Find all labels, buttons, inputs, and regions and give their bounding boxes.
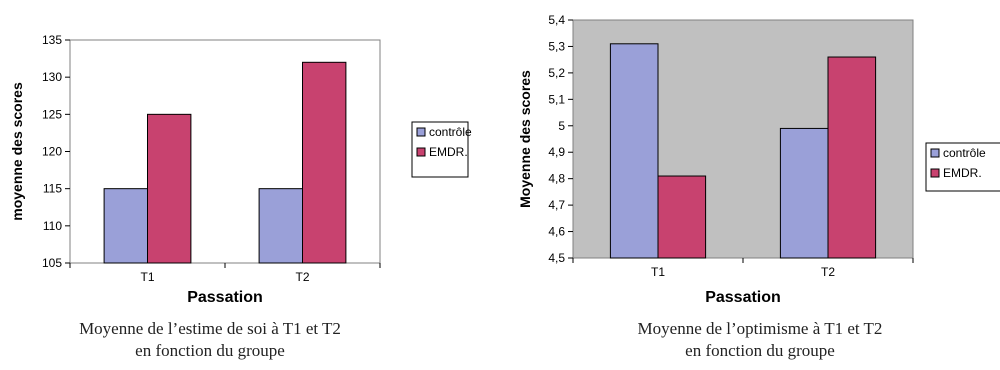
legend-label-controle: contrôle [943, 146, 986, 160]
caption-line-2: en fonction du groupe [685, 341, 835, 360]
x-tick-label: T1 [140, 270, 154, 284]
y-tick-label: 5,3 [548, 39, 565, 53]
y-tick-label: 130 [42, 70, 62, 84]
caption-optimism: Moyenne de l’optimisme à T1 et T2 en fon… [560, 318, 960, 362]
legend-swatch-emdr [930, 168, 940, 178]
y-axis-label: moyenne des scores [9, 82, 25, 221]
y-tick-label: 4,7 [548, 198, 565, 212]
y-tick-label: 4,9 [548, 145, 565, 159]
caption-line-2: en fonction du groupe [135, 341, 285, 360]
y-tick-label: 125 [42, 107, 62, 121]
y-tick-label: 5 [558, 119, 565, 133]
legend-swatch-emdr [416, 147, 426, 157]
caption-line-1: Moyenne de l’optimisme à T1 et T2 [637, 319, 883, 338]
bar-emdr-t1 [147, 113, 192, 264]
y-tick-label: 5,2 [548, 66, 565, 80]
legend-label-controle: contrôle [429, 125, 472, 139]
x-axis-label: Passation [705, 289, 781, 306]
bar-controle-t1 [103, 188, 148, 264]
bar-controle-t2 [779, 127, 829, 259]
legend-label-emdr: EMDR. [429, 145, 468, 159]
y-tick-label: 120 [42, 145, 62, 159]
legend: contrôle EMDR. [411, 121, 472, 178]
y-axis-label: Moyenne des scores [517, 70, 533, 208]
x-tick-label: T2 [821, 265, 835, 279]
chart-self-esteem: 105 110 115 120 125 130 135 T1 T2 Passation moyenn… [9, 33, 472, 306]
x-tick-label: T1 [651, 265, 665, 279]
bar-controle-t2 [258, 188, 304, 264]
chart-optimism: 4,5 4,6 4,7 4,8 4,9 5 5,1 5,2 5,3 5,4 T1 T2 Passatio… [517, 13, 1000, 306]
y-tick-label: 5,4 [548, 13, 565, 27]
bar-controle-t1 [609, 43, 659, 259]
legend: contrôle EMDR. [925, 142, 1000, 192]
legend-swatch-controle [416, 127, 426, 137]
y-tick-label: 4,6 [548, 225, 565, 239]
y-tick-label: 105 [42, 256, 62, 270]
y-tick-label: 135 [42, 33, 62, 47]
legend-swatch-controle [930, 148, 940, 158]
x-axis-label: Passation [187, 289, 263, 306]
y-tick-label: 4,8 [548, 172, 565, 186]
legend-label-emdr: EMDR. [943, 166, 982, 180]
caption-line-1: Moyenne de l’estime de soi à T1 et T2 [79, 319, 341, 338]
y-tick-label: 110 [43, 219, 62, 233]
bar-emdr-t2 [302, 61, 347, 264]
y-tick-label: 115 [43, 182, 62, 196]
y-tick-label: 5,1 [548, 92, 565, 106]
caption-self-esteem: Moyenne de l’estime de soi à T1 et T2 en… [20, 318, 400, 362]
x-tick-label: T2 [295, 270, 309, 284]
bar-emdr-t2 [827, 56, 877, 259]
bar-emdr-t1 [657, 175, 707, 259]
y-tick-label: 4,5 [548, 251, 565, 265]
